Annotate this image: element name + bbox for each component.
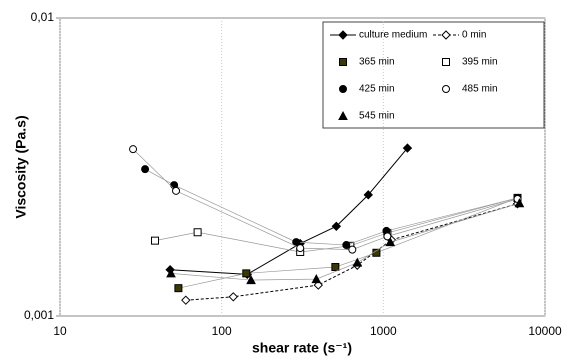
y-tick-label: 0,01 (31, 10, 55, 24)
legend-marker (338, 30, 348, 40)
data-point (514, 198, 525, 208)
legend-marker (339, 58, 347, 66)
data-point (181, 295, 191, 305)
legend-marker (441, 30, 451, 40)
data-point (174, 284, 183, 293)
x-tick-label: 10 (53, 324, 67, 338)
data-point (402, 143, 413, 153)
data-point (363, 190, 373, 200)
data-point (151, 236, 160, 245)
series-line (132, 148, 518, 250)
y-tick-label: 0,001 (24, 308, 54, 322)
data-point (372, 248, 381, 257)
legend-marker (442, 85, 450, 93)
data-point (383, 232, 392, 241)
legend-label: 545 min (359, 111, 395, 122)
data-point (296, 244, 305, 253)
data-point (352, 257, 363, 267)
data-point (385, 237, 396, 247)
legend-label: 0 min (462, 30, 486, 41)
y-axis-label: Viscosity (Pa.s) (13, 115, 29, 218)
data-point (193, 228, 202, 237)
data-point (228, 292, 238, 302)
data-point (166, 268, 176, 278)
data-point (331, 263, 340, 272)
series-line (185, 203, 518, 301)
data-point (331, 221, 342, 232)
series-line (170, 147, 408, 275)
x-axis-label: shear rate (s⁻¹) (252, 340, 352, 356)
data-point (292, 238, 301, 247)
legend-label: 485 min (462, 84, 498, 95)
data-point (172, 186, 181, 195)
legend-label: culture medium (359, 30, 427, 41)
legend-label: 365 min (359, 57, 395, 68)
legend-label: 395 min (462, 57, 498, 68)
data-point (129, 145, 138, 154)
series-line (144, 168, 518, 246)
legend-marker (339, 85, 347, 93)
legend-label: 425 min (359, 84, 395, 95)
data-point (342, 241, 351, 250)
x-tick-label: 100 (212, 324, 232, 338)
x-tick-label: 1000 (370, 324, 397, 338)
legend-marker (338, 110, 348, 120)
legend-marker (442, 58, 450, 66)
data-point (246, 275, 256, 285)
x-tick-label: 10000 (528, 324, 562, 338)
series-line (170, 202, 520, 281)
legend (322, 21, 545, 129)
data-point (311, 274, 322, 284)
data-point (313, 280, 324, 290)
data-point (348, 245, 357, 254)
data-point (242, 269, 251, 278)
data-point (141, 165, 150, 174)
